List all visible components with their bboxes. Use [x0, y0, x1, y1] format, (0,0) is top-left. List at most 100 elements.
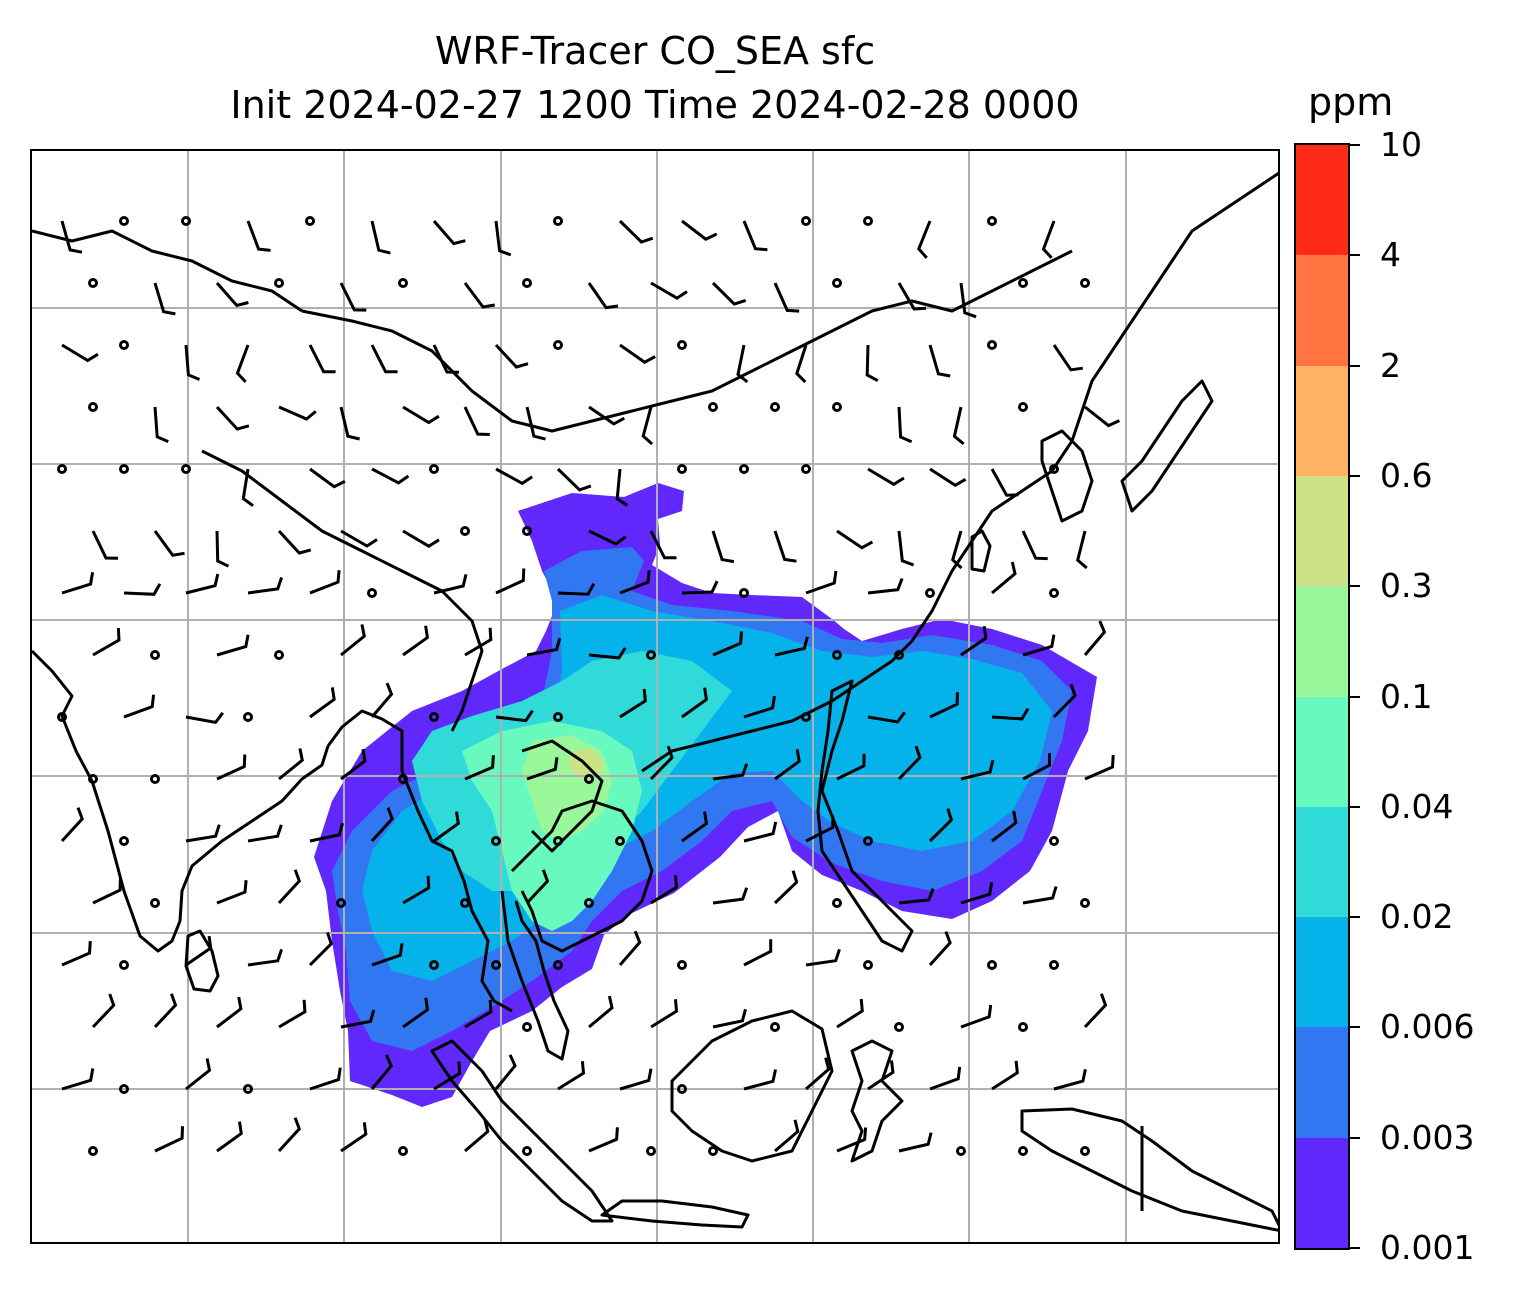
- wind-barb: [463, 406, 490, 436]
- wind-barb: [153, 406, 169, 443]
- wind-barb: [897, 406, 913, 444]
- wind-barb: [309, 822, 344, 843]
- colorbar-tick: [1350, 144, 1360, 146]
- calm-wind-marker: [119, 960, 129, 970]
- wind-barb: [929, 692, 959, 719]
- coastline-indochina: [510, 799, 654, 953]
- wind-barb: [277, 869, 302, 905]
- wind-barb: [185, 1058, 212, 1091]
- calm-wind-marker: [429, 464, 439, 474]
- wind-barb: [216, 996, 243, 1029]
- wind-barb: [836, 1127, 868, 1153]
- wind-barb: [929, 467, 967, 488]
- colorbar-tick: [1350, 1136, 1360, 1139]
- calm-wind-marker: [987, 340, 997, 350]
- coastline-philippines: [816, 679, 914, 953]
- calm-wind-marker: [150, 898, 160, 908]
- colorbar-tick-label: 0.003: [1380, 1117, 1475, 1157]
- wind-barb: [153, 282, 176, 316]
- wind-barb: [153, 530, 185, 557]
- wind-barb: [1084, 754, 1115, 781]
- calm-wind-marker: [863, 216, 873, 226]
- calm-wind-marker: [584, 774, 594, 784]
- wind-barb: [278, 405, 317, 421]
- wind-barb: [494, 1054, 517, 1090]
- wind-barb: [464, 755, 495, 781]
- wind-barb: [340, 624, 366, 657]
- wind-barb: [774, 1119, 800, 1153]
- colorbar: [1294, 143, 1350, 1250]
- wind-barb: [246, 220, 271, 252]
- wind-barb: [1022, 753, 1052, 781]
- calm-wind-marker: [677, 464, 687, 474]
- wind-barb: [959, 282, 977, 319]
- coastline-taiwan: [970, 529, 992, 573]
- wind-barb: [433, 1061, 462, 1091]
- wind-barb: [743, 695, 776, 719]
- wind-barb: [370, 682, 394, 718]
- wind-barb: [712, 763, 749, 781]
- border-himalaya: [201, 449, 484, 732]
- calm-wind-marker: [863, 836, 873, 846]
- lat-lon-gridlines: [32, 151, 1278, 1242]
- wind-barb: [123, 583, 162, 596]
- wind-barb: [867, 711, 906, 724]
- colorbar-segment: [1296, 696, 1348, 807]
- coastline-south-china: [641, 171, 1278, 773]
- wind-barb: [991, 707, 1030, 721]
- wind-barb: [774, 636, 809, 657]
- wind-barb: [432, 220, 466, 246]
- coastline-sulawesi: [850, 1039, 904, 1163]
- calm-wind-marker: [1018, 278, 1028, 288]
- wind-barb: [185, 935, 213, 967]
- calm-wind-marker: [88, 402, 98, 412]
- wind-barb: [61, 941, 92, 967]
- wind-barb: [277, 529, 312, 555]
- wind-barb: [463, 282, 496, 309]
- wind-barb: [247, 948, 284, 967]
- coastline-myanmar: [326, 709, 513, 1013]
- calm-wind-marker: [57, 464, 67, 474]
- wind-barb: [649, 745, 674, 781]
- coastline-java: [600, 1199, 750, 1229]
- calm-wind-marker: [119, 216, 129, 226]
- wind-barb: [371, 943, 404, 967]
- border-russia: [32, 229, 303, 313]
- wind-barb: [216, 880, 248, 905]
- wind-barb: [795, 344, 808, 384]
- colorbar-tick-label: 0.1: [1380, 676, 1433, 716]
- wind-barb: [1052, 683, 1077, 719]
- wind-barb: [618, 219, 654, 244]
- wind-barb: [917, 220, 932, 259]
- calm-wind-marker: [739, 464, 749, 474]
- map-canvas: [32, 151, 1278, 1242]
- calm-wind-marker: [398, 1146, 408, 1156]
- wind-barb: [556, 467, 592, 492]
- calm-wind-marker: [1018, 402, 1028, 412]
- wind-barb: [340, 1009, 376, 1029]
- coastline-malay-peninsula: [500, 890, 570, 1061]
- wind-barb: [743, 1069, 777, 1091]
- wind-barb: [867, 577, 904, 595]
- calm-wind-marker: [491, 960, 501, 970]
- wind-barb: [897, 745, 922, 781]
- colorbar-tick: [1350, 364, 1360, 367]
- wind-barb: [619, 688, 647, 719]
- calm-wind-marker: [119, 836, 129, 846]
- calm-wind-marker: [119, 464, 129, 474]
- calm-wind-marker: [801, 712, 811, 722]
- colorbar-segment: [1296, 1137, 1348, 1248]
- wind-barb: [557, 582, 596, 596]
- wind-barb: [184, 344, 201, 381]
- calm-wind-marker: [770, 402, 780, 412]
- calm-wind-marker: [88, 774, 98, 784]
- calm-wind-marker: [491, 836, 501, 846]
- calm-wind-marker: [894, 1022, 904, 1032]
- wind-barb: [991, 561, 1017, 595]
- wind-barb: [216, 634, 250, 657]
- colorbar-tick: [1350, 1247, 1360, 1249]
- calm-wind-marker: [1018, 1146, 1028, 1156]
- calm-wind-marker: [243, 1084, 253, 1094]
- wind-barb: [773, 282, 800, 313]
- wind-barb: [928, 931, 952, 967]
